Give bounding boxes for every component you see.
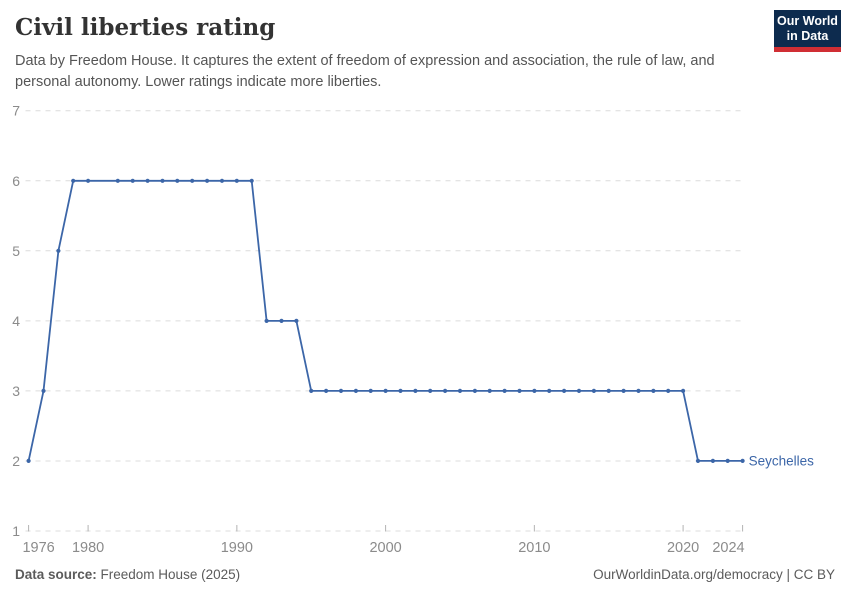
x-tick-label: 2020 xyxy=(667,540,699,556)
data-point xyxy=(145,178,150,183)
x-tick-label: 1980 xyxy=(72,540,104,556)
x-tick-label: 2024 xyxy=(712,540,744,556)
data-point xyxy=(576,388,582,393)
y-tick-label: 1 xyxy=(12,523,20,539)
entity-label: Seychelles xyxy=(749,453,815,468)
y-tick-label: 6 xyxy=(12,173,20,189)
x-tick-label: 1976 xyxy=(22,540,54,556)
line-chart-canvas: 1 2 3 4 5 6 7 1976 1980 1990 2000 2010 2020 2024 Seych… xyxy=(12,103,815,556)
data-point xyxy=(205,178,210,183)
data-source-value: Freedom House (2025) xyxy=(96,567,241,582)
data-point xyxy=(234,178,239,183)
data-point xyxy=(651,388,656,393)
x-tick-label: 1990 xyxy=(221,540,253,556)
data-point xyxy=(86,178,91,183)
credit-link[interactable]: OurWorldinData.org/democracy | CC BY xyxy=(593,567,835,582)
data-point xyxy=(264,318,269,323)
data-point xyxy=(309,388,314,393)
y-tick-label: 7 xyxy=(12,103,20,119)
data-source-label: Data source: xyxy=(15,567,97,582)
data-point xyxy=(710,458,716,463)
data-point xyxy=(383,388,388,393)
x-tick-label: 2000 xyxy=(369,540,401,556)
data-point xyxy=(324,388,329,393)
data-point xyxy=(130,178,135,183)
y-tick-label: 5 xyxy=(12,243,20,259)
data-point xyxy=(591,388,597,393)
y-tick-label: 2 xyxy=(12,453,20,469)
x-tick-label: 2010 xyxy=(518,540,550,556)
data-point xyxy=(532,388,537,393)
data-point xyxy=(368,388,373,393)
chart-subtitle: Data by Freedom House. It captures the e… xyxy=(15,53,715,90)
data-point xyxy=(71,178,76,183)
owid-logo[interactable]: Our World in Data xyxy=(774,10,841,52)
owid-logo-line2: in Data xyxy=(786,29,829,43)
data-point xyxy=(190,178,195,183)
data-point xyxy=(279,318,284,323)
data-point xyxy=(175,178,180,183)
data-point xyxy=(636,388,641,393)
data-point xyxy=(26,458,31,463)
data-point xyxy=(666,388,671,393)
data-point xyxy=(487,388,492,393)
data-point xyxy=(740,458,745,463)
chart-footer: Data source: Freedom House (2025) OurWor… xyxy=(15,567,835,582)
chart-title: Civil liberties rating xyxy=(15,14,276,41)
y-tick-label: 3 xyxy=(12,383,20,399)
data-point xyxy=(517,388,522,393)
data-point xyxy=(413,388,418,393)
data-point xyxy=(443,388,448,393)
data-point xyxy=(353,388,358,393)
data-point xyxy=(472,388,477,393)
data-point xyxy=(294,318,299,323)
series-line xyxy=(27,179,744,462)
data-point xyxy=(398,388,403,393)
data-point xyxy=(621,388,626,393)
data-point xyxy=(562,388,567,393)
data-point xyxy=(681,388,686,393)
data-point xyxy=(725,458,730,463)
data-point xyxy=(115,178,120,183)
data-point xyxy=(428,388,433,393)
data-point xyxy=(457,388,463,393)
data-point xyxy=(56,248,61,253)
data-point xyxy=(249,178,254,183)
data-point xyxy=(547,388,552,393)
data-point xyxy=(41,388,46,393)
data-point xyxy=(160,178,165,183)
data-point xyxy=(338,388,344,393)
data-point xyxy=(502,388,507,393)
data-point xyxy=(606,388,611,393)
data-source: Data source: Freedom House (2025) xyxy=(15,567,240,582)
data-point xyxy=(695,458,701,463)
owid-logo-line1: Our World xyxy=(777,14,838,28)
data-point xyxy=(219,178,225,183)
y-tick-label: 4 xyxy=(12,313,20,329)
